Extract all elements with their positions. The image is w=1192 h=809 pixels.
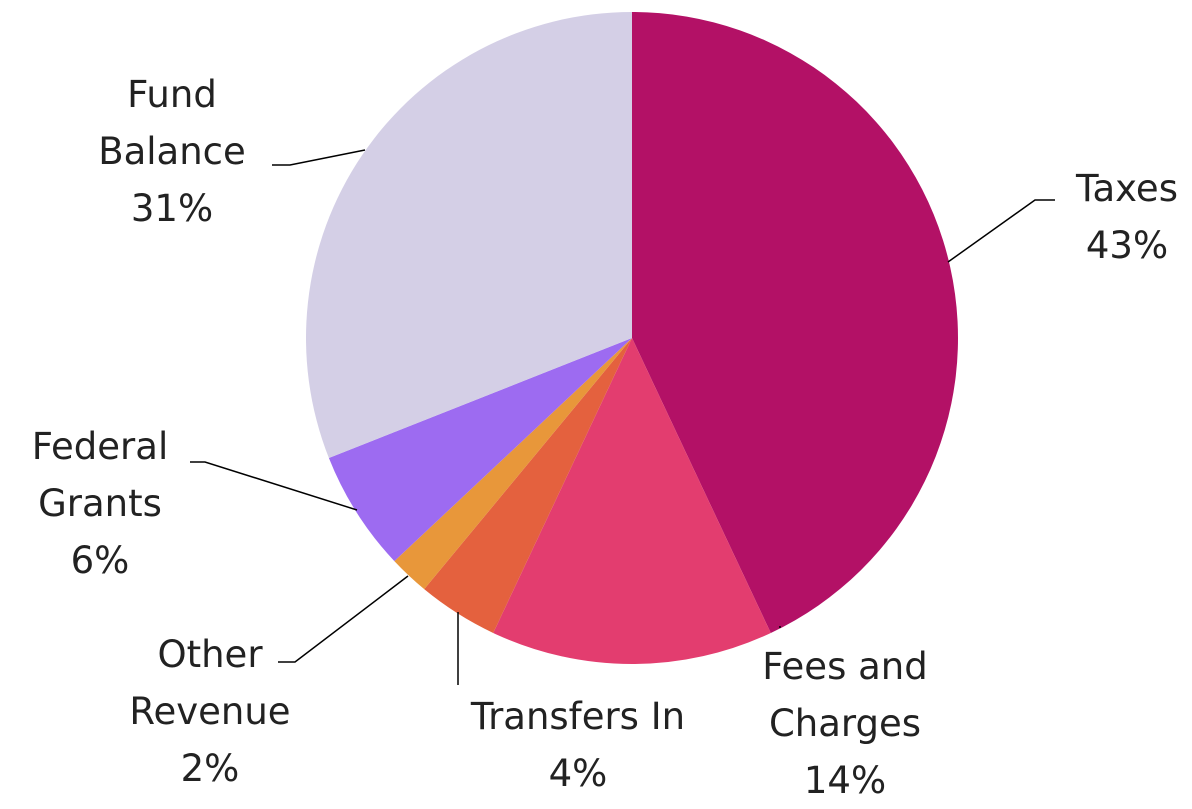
pie-slice: [394, 338, 632, 590]
category-label: Fees and Charges: [762, 645, 928, 745]
value-label: 43%: [1085, 224, 1169, 267]
slice-label: Transfers In 4%: [428, 688, 728, 802]
pie-slice: [306, 12, 632, 459]
category-label: Transfers In: [470, 695, 686, 738]
value-label: 2%: [180, 747, 240, 790]
category-label: Other Revenue: [129, 633, 291, 733]
slice-label: Federal Grants 6%: [5, 418, 195, 589]
pie-slice: [632, 12, 959, 633]
slice-label: Taxes 43%: [1047, 160, 1192, 274]
value-label: 31%: [130, 187, 214, 230]
category-label: Fund Balance: [98, 73, 246, 173]
slice-label: Fees and Charges 14%: [725, 638, 965, 809]
pie-slice: [424, 338, 632, 633]
leader-lines: [190, 149, 1055, 685]
value-label: 14%: [803, 759, 887, 802]
pie-slice: [328, 338, 632, 562]
value-label: 6%: [70, 539, 130, 582]
slices: [306, 12, 959, 664]
leader-line: [278, 575, 409, 663]
value-label: 4%: [548, 752, 608, 795]
leader-line: [272, 149, 366, 166]
category-label: Federal Grants: [31, 425, 169, 525]
leader-line: [947, 199, 1055, 263]
pie-slice: [493, 338, 771, 664]
category-label: Taxes: [1076, 167, 1178, 210]
slice-label: Other Revenue 2%: [105, 626, 315, 797]
slice-label: Fund Balance 31%: [67, 66, 277, 237]
leader-line: [190, 461, 358, 511]
